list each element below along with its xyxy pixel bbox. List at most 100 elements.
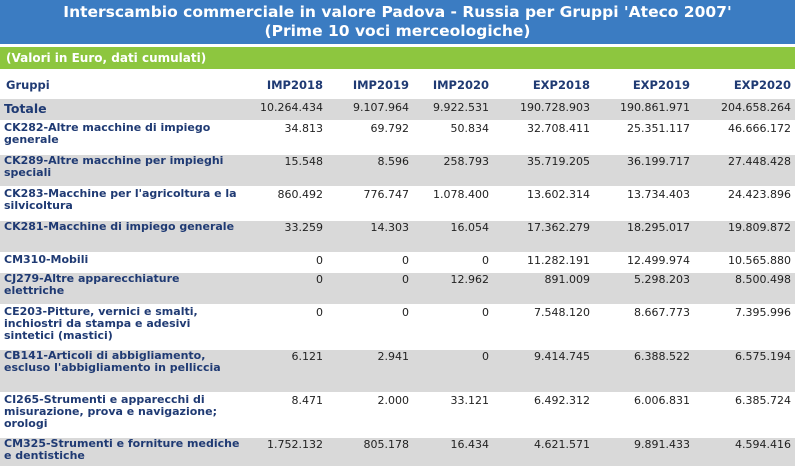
table-row: CK282-Altre macchine di impiego generale…	[0, 122, 795, 153]
imp2020-value: 258.793	[413, 155, 493, 186]
table-row: CK289-Altre macchine per impieghi specia…	[0, 155, 795, 186]
exp2019-value: 6.388.522	[594, 350, 694, 392]
imp2018-value: 33.259	[246, 221, 327, 252]
imp2018-value: 6.121	[246, 350, 327, 392]
table-row: CB141-Articoli di abbigliamento, escluso…	[0, 350, 795, 392]
imp2018-value: 34.813	[246, 122, 327, 153]
imp2020-value: 16.434	[413, 438, 493, 466]
data-table: Gruppi IMP2018 IMP2019 IMP2020 EXP2018 E…	[0, 72, 795, 467]
imp2019-value: 69.792	[327, 122, 413, 153]
exp2020-value: 46.666.172	[694, 122, 795, 153]
exp2019-value: 18.295.017	[594, 221, 694, 252]
subtitle-bar: (Valori in Euro, dati cumulati)	[0, 47, 795, 69]
header-exp2018: EXP2018	[493, 74, 594, 97]
total-row: Totale 10.264.434 9.107.964 9.922.531 19…	[0, 99, 795, 120]
imp2019-value: 0	[327, 273, 413, 304]
imp2018-value: 1.752.132	[246, 438, 327, 466]
exp2018-value: 17.362.279	[493, 221, 594, 252]
exp2018-value: 7.548.120	[493, 306, 594, 348]
group-name: CE203-Pitture, vernici e smalti, inchios…	[0, 306, 246, 348]
imp2019-value: 776.747	[327, 188, 413, 219]
exp2018-value: 13.602.314	[493, 188, 594, 219]
imp2020-value: 0	[413, 350, 493, 392]
header-row: Gruppi IMP2018 IMP2019 IMP2020 EXP2018 E…	[0, 74, 795, 97]
imp2018-value: 8.471	[246, 394, 327, 436]
group-name: CB141-Articoli di abbigliamento, escluso…	[0, 350, 246, 392]
imp2020-value: 0	[413, 306, 493, 348]
group-name: CK283-Macchine per l'agricoltura e la si…	[0, 188, 246, 219]
group-name: CK281-Macchine di impiego generale	[0, 221, 246, 252]
imp2020-value: 0	[413, 254, 493, 271]
imp2018-value: 0	[246, 254, 327, 271]
exp2019-value: 36.199.717	[594, 155, 694, 186]
exp2019-value: 9.891.433	[594, 438, 694, 466]
total-imp2020: 9.922.531	[413, 99, 493, 120]
exp2019-value: 8.667.773	[594, 306, 694, 348]
total-exp2018: 190.728.903	[493, 99, 594, 120]
group-name: CM310-Mobili	[0, 254, 246, 271]
imp2020-value: 50.834	[413, 122, 493, 153]
imp2020-value: 33.121	[413, 394, 493, 436]
group-name: CM325-Strumenti e forniture mediche e de…	[0, 438, 246, 466]
table-row: CE203-Pitture, vernici e smalti, inchios…	[0, 306, 795, 348]
total-imp2019: 9.107.964	[327, 99, 413, 120]
imp2018-value: 0	[246, 273, 327, 304]
exp2018-value: 32.708.411	[493, 122, 594, 153]
total-imp2018: 10.264.434	[246, 99, 327, 120]
header-imp2019: IMP2019	[327, 74, 413, 97]
table-row: CI265-Strumenti e apparecchi di misurazi…	[0, 394, 795, 436]
exp2020-value: 6.385.724	[694, 394, 795, 436]
header-exp2020: EXP2020	[694, 74, 795, 97]
title-bar: Interscambio commerciale in valore Padov…	[0, 0, 795, 44]
exp2019-value: 12.499.974	[594, 254, 694, 271]
exp2019-value: 13.734.403	[594, 188, 694, 219]
exp2018-value: 6.492.312	[493, 394, 594, 436]
exp2019-value: 25.351.117	[594, 122, 694, 153]
table-row: CM325-Strumenti e forniture mediche e de…	[0, 438, 795, 466]
exp2020-value: 27.448.428	[694, 155, 795, 186]
imp2020-value: 1.078.400	[413, 188, 493, 219]
header-imp2018: IMP2018	[246, 74, 327, 97]
title-line-1: Interscambio commerciale in valore Padov…	[63, 3, 732, 21]
exp2020-value: 7.395.996	[694, 306, 795, 348]
group-name: CK282-Altre macchine di impiego generale	[0, 122, 246, 153]
imp2020-value: 16.054	[413, 221, 493, 252]
exp2020-value: 10.565.880	[694, 254, 795, 271]
group-name: CJ279-Altre apparecchiature elettriche	[0, 273, 246, 304]
group-name: CK289-Altre macchine per impieghi specia…	[0, 155, 246, 186]
exp2020-value: 8.500.498	[694, 273, 795, 304]
total-exp2020: 204.658.264	[694, 99, 795, 120]
imp2018-value: 15.548	[246, 155, 327, 186]
exp2020-value: 4.594.416	[694, 438, 795, 466]
group-name: CI265-Strumenti e apparecchi di misurazi…	[0, 394, 246, 436]
imp2020-value: 12.962	[413, 273, 493, 304]
table-row: CK281-Macchine di impiego generale 33.25…	[0, 221, 795, 252]
exp2020-value: 6.575.194	[694, 350, 795, 392]
exp2018-value: 11.282.191	[493, 254, 594, 271]
exp2018-value: 4.621.571	[493, 438, 594, 466]
imp2019-value: 2.941	[327, 350, 413, 392]
header-exp2019: EXP2019	[594, 74, 694, 97]
imp2019-value: 0	[327, 306, 413, 348]
imp2019-value: 0	[327, 254, 413, 271]
total-exp2019: 190.861.971	[594, 99, 694, 120]
exp2018-value: 891.009	[493, 273, 594, 304]
imp2019-value: 805.178	[327, 438, 413, 466]
title-line-2: (Prime 10 voci merceologiche)	[264, 22, 531, 40]
exp2020-value: 19.809.872	[694, 221, 795, 252]
exp2018-value: 35.719.205	[493, 155, 594, 186]
exp2018-value: 9.414.745	[493, 350, 594, 392]
total-label: Totale	[0, 99, 246, 120]
exp2019-value: 6.006.831	[594, 394, 694, 436]
exp2020-value: 24.423.896	[694, 188, 795, 219]
table-row: CJ279-Altre apparecchiature elettriche 0…	[0, 273, 795, 304]
header-imp2020: IMP2020	[413, 74, 493, 97]
imp2019-value: 8.596	[327, 155, 413, 186]
imp2019-value: 14.303	[327, 221, 413, 252]
table-row: CM310-Mobili 0 0 0 11.282.191 12.499.974…	[0, 254, 795, 271]
imp2019-value: 2.000	[327, 394, 413, 436]
imp2018-value: 860.492	[246, 188, 327, 219]
exp2019-value: 5.298.203	[594, 273, 694, 304]
header-gruppi: Gruppi	[0, 74, 246, 97]
